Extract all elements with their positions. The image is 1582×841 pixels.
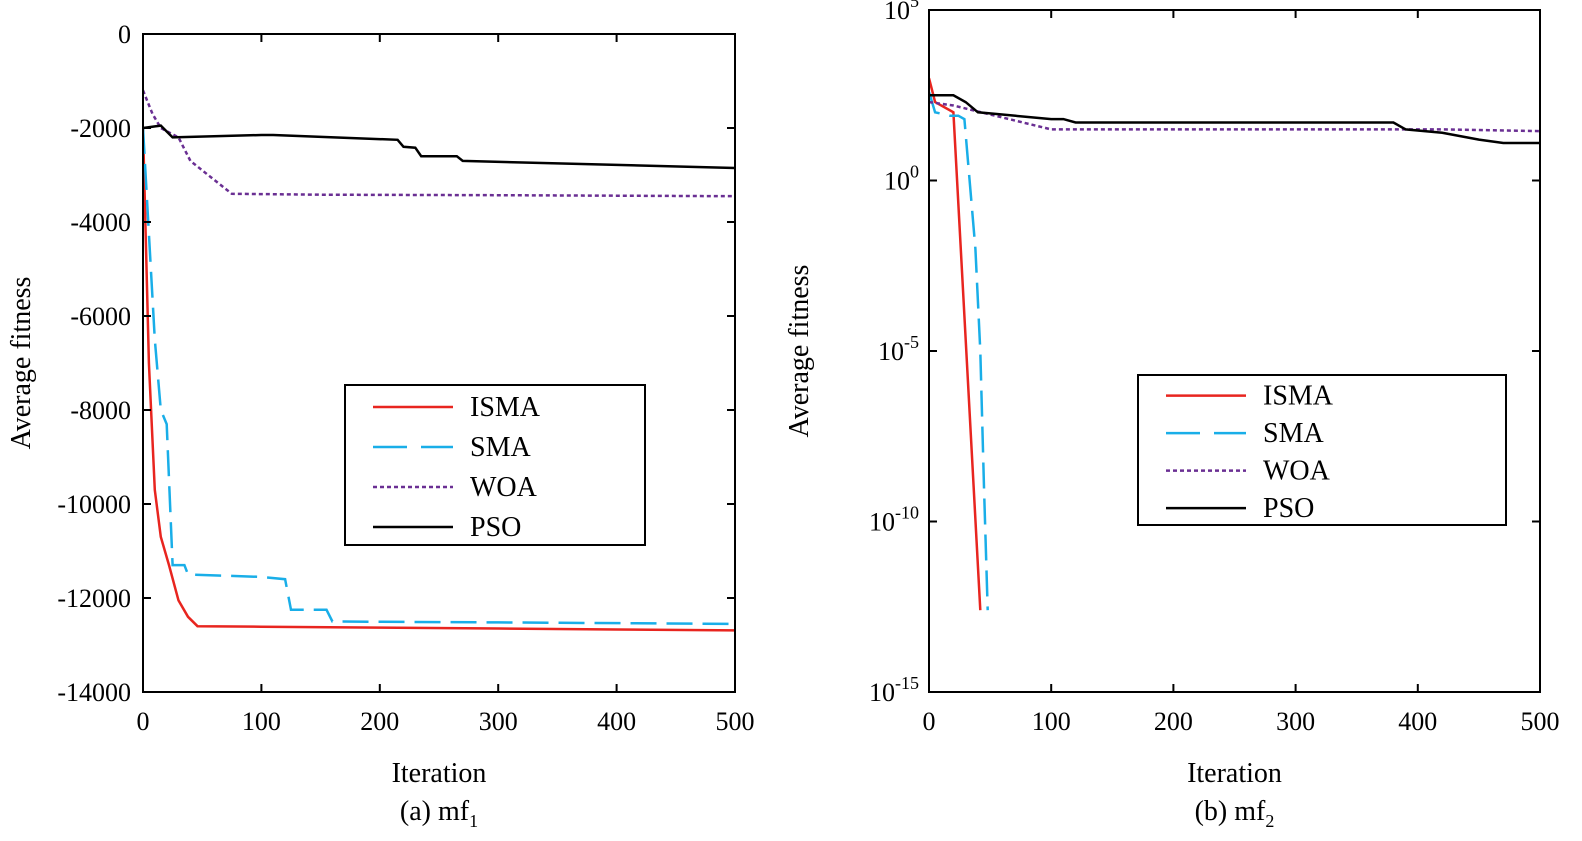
y-tick-label: 10-5	[878, 332, 919, 366]
legend-label-isma: ISMA	[1263, 381, 1334, 412]
series-line-woa	[929, 100, 1540, 133]
x-tick-label: 0	[923, 707, 936, 736]
legend-box	[1137, 374, 1507, 526]
y-axis-title: Average fitness	[6, 277, 37, 450]
series-line-isma	[929, 77, 982, 611]
x-tick-label: 0	[137, 707, 150, 736]
y-tick-label: -8000	[70, 396, 131, 425]
series-line-sma	[143, 127, 735, 626]
y-tick-base: 10	[884, 0, 910, 25]
y-tick-base: 10	[878, 337, 904, 366]
y-tick-label: 10-10	[869, 503, 919, 537]
plot-frame	[928, 9, 1541, 693]
x-axis-title: Iteration	[1187, 758, 1282, 789]
x-tick-label: 400	[597, 707, 636, 736]
series-line-woa	[143, 89, 735, 198]
y-tick-label: -12000	[57, 584, 131, 613]
x-tick-label: 500	[1521, 707, 1560, 736]
y-tick-label: -6000	[70, 302, 131, 331]
legend-label-pso: PSO	[1263, 493, 1314, 524]
y-tick-exponent: -15	[895, 673, 919, 693]
legend-label-woa: WOA	[470, 472, 538, 503]
x-tick-label: 100	[1032, 707, 1071, 736]
y-tick-base: 10	[869, 508, 895, 537]
y-tick-exponent: -5	[904, 332, 919, 352]
y-axis-title: Average fitness	[784, 265, 815, 438]
legend-label-pso: PSO	[470, 512, 521, 543]
legend-label-isma: ISMA	[470, 392, 541, 423]
x-axis-title: Iteration	[392, 758, 487, 789]
caption-subscript: 1	[469, 811, 478, 831]
series-line-sma	[929, 91, 989, 611]
series-line-pso	[929, 94, 1540, 145]
x-tick-label: 200	[1154, 707, 1193, 736]
caption-text: (b) mf	[1195, 796, 1266, 827]
panel-a: 0 100 200 300 400 500 0 -2000 -4000 -6000 -8000 -10…	[6, 20, 755, 831]
x-tick-label: 500	[716, 707, 755, 736]
legend: ISMA SMA WOA PSO	[1137, 374, 1507, 526]
y-tick-label: -14000	[57, 678, 131, 707]
legend-label-sma: SMA	[470, 432, 531, 463]
y-tick-exponent: 5	[910, 0, 919, 11]
series-line-isma	[143, 127, 735, 632]
x-tick-label: 200	[360, 707, 399, 736]
legend: ISMA SMA WOA PSO	[344, 384, 646, 546]
y-tick-exponent: -10	[895, 503, 919, 523]
y-tick-label: 105	[884, 0, 919, 25]
legend-box	[344, 384, 646, 546]
x-tick-label: 300	[1276, 707, 1315, 736]
panel-b: 0 100 200 300 400 50010510010-510-1010-15Iter…	[784, 0, 1560, 831]
x-tick-label: 100	[242, 707, 281, 736]
y-tick-label: -10000	[57, 490, 131, 519]
caption-subscript: 2	[1265, 811, 1274, 831]
y-tick-label: -4000	[70, 208, 131, 237]
y-tick-label: 100	[884, 162, 919, 196]
panel-caption: (a) mf1	[400, 796, 478, 831]
plot-frame	[142, 33, 736, 693]
y-tick-label: 0	[118, 20, 131, 49]
caption-text: (a) mf	[400, 796, 470, 827]
legend-label-sma: SMA	[1263, 418, 1324, 449]
y-tick-base: 10	[884, 167, 910, 196]
y-tick-exponent: 0	[910, 162, 919, 182]
panel-caption: (b) mf2	[1195, 796, 1275, 831]
y-tick-base: 10	[869, 678, 895, 707]
series-line-pso	[143, 124, 735, 170]
x-tick-label: 400	[1398, 707, 1437, 736]
legend-label-woa: WOA	[1263, 456, 1331, 487]
y-tick-label: -2000	[70, 114, 131, 143]
y-tick-label: 10-15	[869, 673, 919, 707]
x-tick-label: 300	[479, 707, 518, 736]
